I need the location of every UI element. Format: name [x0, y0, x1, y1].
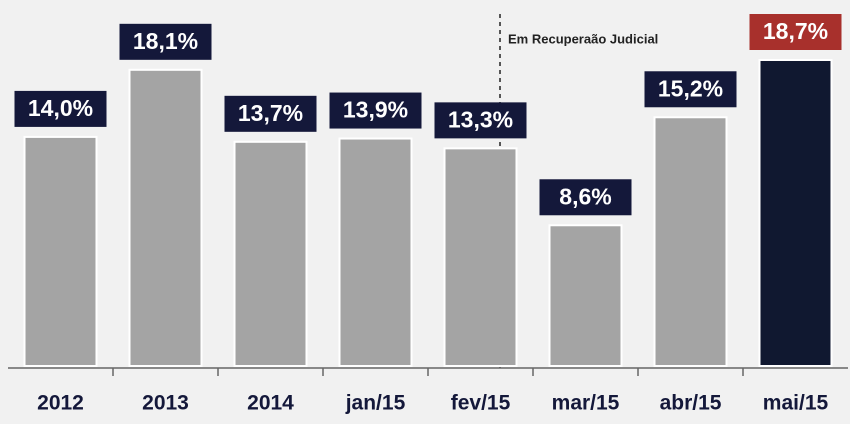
- bar: [338, 137, 413, 367]
- value-label: 13,3%: [448, 106, 513, 132]
- x-tick-label: jan/15: [345, 392, 406, 415]
- x-tick-label: 2013: [142, 392, 189, 415]
- bar: [758, 59, 833, 367]
- x-tick-label: mai/15: [763, 392, 829, 415]
- bar: [233, 140, 308, 367]
- x-tick-label: 2014: [247, 392, 294, 415]
- value-label: 13,7%: [238, 100, 303, 126]
- value-label-box: [749, 14, 842, 50]
- bar: [548, 224, 623, 367]
- x-tick-label: mar/15: [552, 392, 620, 415]
- x-tick-label: 2012: [37, 392, 84, 415]
- value-label-box: [14, 90, 107, 127]
- value-label: 14,0%: [28, 95, 93, 121]
- x-tick-label: fev/15: [451, 392, 511, 415]
- value-label-box: [329, 92, 422, 129]
- bar: [443, 147, 518, 367]
- value-label-box: [119, 23, 212, 60]
- value-label: 8,6%: [559, 183, 611, 209]
- bar: [653, 116, 728, 368]
- value-label: 18,1%: [133, 28, 198, 54]
- bar: [128, 68, 203, 368]
- value-label: 18,7%: [763, 18, 828, 44]
- value-label-box: [224, 95, 317, 132]
- value-label-box: [434, 102, 527, 139]
- value-label-box: [644, 71, 737, 108]
- annotation: Em Recuperaão Judicial: [508, 31, 658, 46]
- value-label-box: [539, 179, 632, 216]
- bar: [23, 135, 98, 367]
- value-label: 15,2%: [658, 75, 723, 101]
- value-label: 13,9%: [343, 97, 408, 123]
- x-tick-label: abr/15: [660, 392, 722, 415]
